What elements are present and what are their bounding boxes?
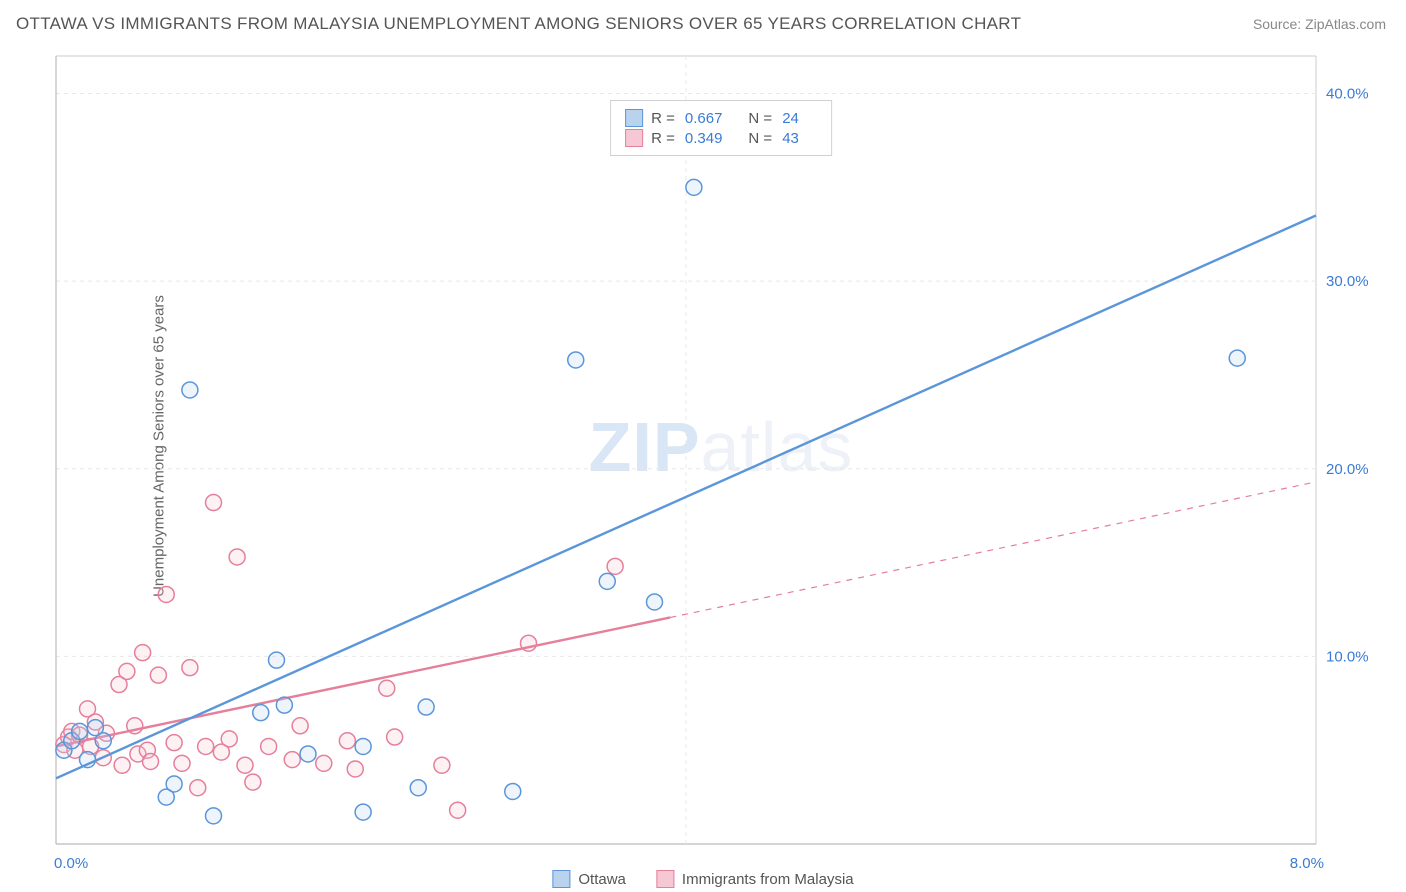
r-value-ottawa: 0.667: [685, 110, 723, 127]
legend-correlation: R = 0.667 N = 24 R = 0.349 N = 43: [610, 100, 832, 156]
swatch-malaysia: [625, 129, 643, 147]
svg-text:0.0%: 0.0%: [54, 855, 88, 872]
legend-label-ottawa: Ottawa: [578, 871, 626, 888]
n-label: N =: [748, 110, 772, 127]
source-credit: Source: ZipAtlas.com: [1253, 16, 1386, 32]
legend-label-malaysia: Immigrants from Malaysia: [682, 871, 854, 888]
swatch-malaysia-icon: [656, 870, 674, 888]
svg-text:8.0%: 8.0%: [1290, 855, 1324, 872]
r-label: R =: [651, 110, 675, 127]
legend-item-ottawa: Ottawa: [552, 870, 626, 888]
legend-item-malaysia: Immigrants from Malaysia: [656, 870, 854, 888]
legend-series: Ottawa Immigrants from Malaysia: [552, 870, 853, 888]
swatch-ottawa-icon: [552, 870, 570, 888]
svg-text:30.0%: 30.0%: [1326, 273, 1369, 290]
r-label: R =: [651, 130, 675, 147]
svg-text:20.0%: 20.0%: [1326, 461, 1369, 478]
r-value-malaysia: 0.349: [685, 130, 723, 147]
n-value-ottawa: 24: [782, 110, 799, 127]
svg-text:10.0%: 10.0%: [1326, 648, 1369, 665]
n-label: N =: [748, 130, 772, 147]
chart-svg: 10.0% 20.0% 30.0% 40.0% 0.0% 8.0%: [48, 48, 1394, 880]
n-value-malaysia: 43: [782, 130, 799, 147]
chart-title: OTTAWA VS IMMIGRANTS FROM MALAYSIA UNEMP…: [16, 14, 1021, 34]
svg-text:40.0%: 40.0%: [1326, 86, 1369, 103]
legend-row-ottawa: R = 0.667 N = 24: [625, 109, 817, 127]
chart-container: ZIPatlas 10.0%20.0%30.0%40.0%0.0%8.0% R …: [48, 48, 1394, 880]
legend-row-malaysia: R = 0.349 N = 43: [625, 129, 817, 147]
swatch-ottawa: [625, 109, 643, 127]
